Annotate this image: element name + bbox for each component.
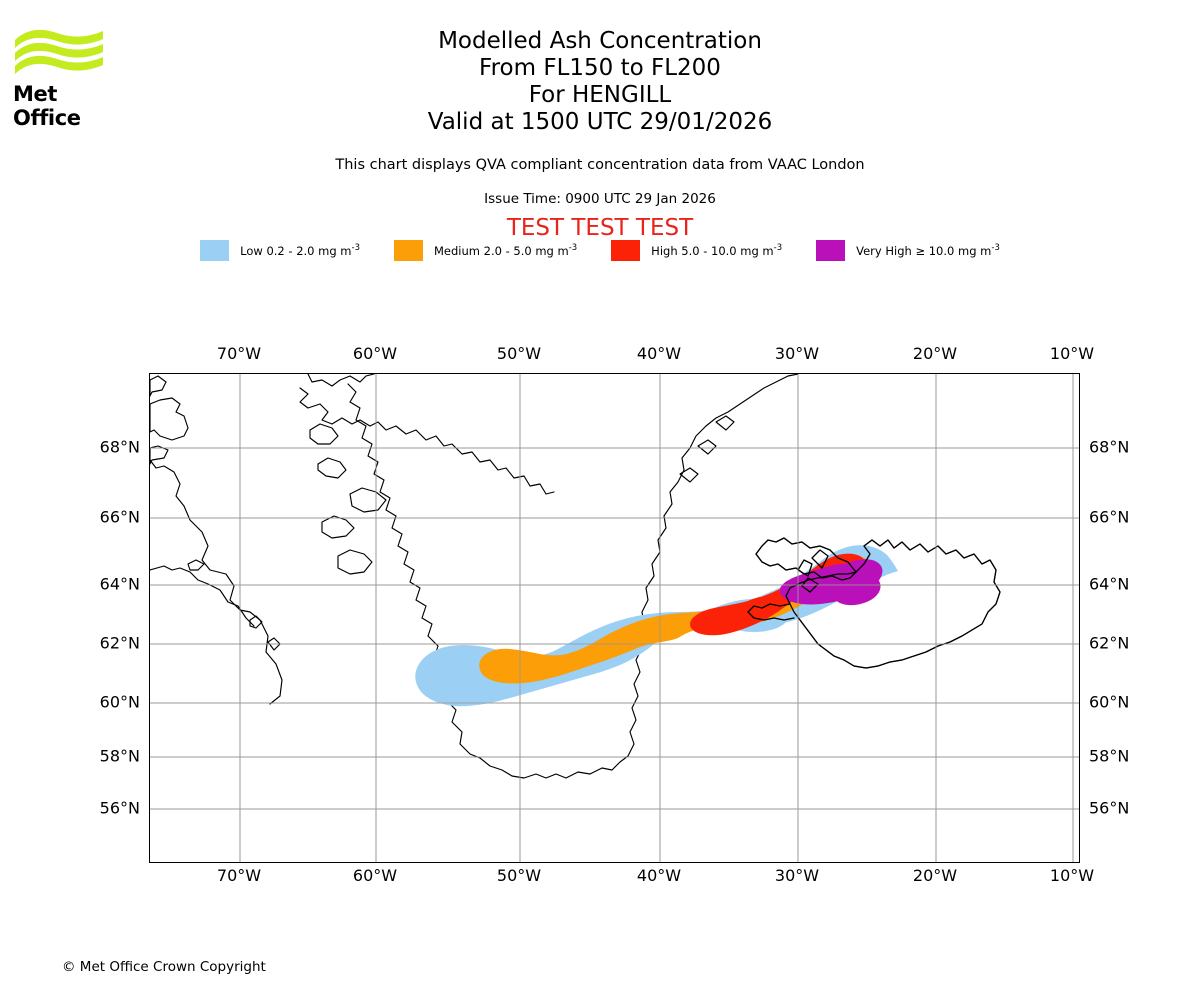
lat-label-left-62°N: 62°N (99, 633, 140, 653)
legend-label-very-high: Very High ≥ 10.0 mg m-3 (856, 243, 1000, 258)
lat-label-right-60°N: 60°N (1089, 692, 1130, 712)
legend-swatch-very-high (816, 240, 846, 261)
legend-item-low: Low 0.2 - 2.0 mg m-3 (200, 240, 360, 261)
lon-label-bottom-10°W: 10°W (1049, 866, 1095, 885)
title-volcano: For HENGILL (528, 82, 672, 108)
map-gridlines (150, 374, 1079, 862)
ash-plume (415, 545, 898, 707)
lat-label-right-56°N: 56°N (1089, 798, 1130, 818)
copyright-notice: © Met Office Crown Copyright (62, 959, 266, 975)
lon-label-bottom-70°W: 70°W (216, 866, 262, 885)
chart-title-block: Modelled Ash Concentration From FL150 to… (0, 28, 1200, 136)
legend-label-low: Low 0.2 - 2.0 mg m-3 (240, 243, 360, 258)
plume-band-medium (479, 555, 878, 684)
lat-label-right-64°N: 64°N (1089, 574, 1130, 594)
plume-source-core (832, 575, 881, 606)
legend-item-high: High 5.0 - 10.0 mg m-3 (611, 240, 782, 261)
lon-label-bottom-60°W: 60°W (352, 866, 398, 885)
lon-label-bottom-50°W: 50°W (496, 866, 542, 885)
page-title: Modelled Ash Concentration (438, 28, 762, 54)
lon-label-bottom-30°W: 30°W (774, 866, 820, 885)
title-valid-time: Valid at 1500 UTC 29/01/2026 (427, 109, 773, 135)
legend-item-very-high: Very High ≥ 10.0 mg m-3 (816, 240, 1000, 261)
lat-label-right-68°N: 68°N (1089, 437, 1130, 457)
qva-note: This chart displays QVA compliant concen… (335, 157, 865, 173)
met-office-wave-mark (15, 29, 103, 74)
map-gridlines-overlay (150, 374, 1079, 862)
lon-label-top-70°W: 70°W (216, 344, 262, 363)
met-office-logo: Met Office (13, 26, 128, 130)
lon-label-bottom-40°W: 40°W (636, 866, 682, 885)
lon-label-top-10°W: 10°W (1049, 344, 1095, 363)
concentration-legend: Low 0.2 - 2.0 mg m-3 Medium 2.0 - 5.0 mg … (0, 240, 1200, 261)
lon-label-top-20°W: 20°W (912, 344, 958, 363)
legend-label-high: High 5.0 - 10.0 mg m-3 (651, 243, 783, 258)
lon-label-top-30°W: 30°W (774, 344, 820, 363)
legend-label-medium: Medium 2.0 - 5.0 mg m-3 (433, 243, 578, 258)
lat-label-left-56°N: 56°N (99, 798, 140, 818)
lon-label-top-60°W: 60°W (352, 344, 398, 363)
lon-label-bottom-20°W: 20°W (912, 866, 958, 885)
brand-name: Met Office (13, 82, 81, 130)
lat-label-left-68°N: 68°N (99, 437, 140, 457)
legend-swatch-high (611, 240, 641, 261)
plume-band-low-wisp (433, 659, 479, 690)
lat-label-right-58°N: 58°N (1089, 746, 1130, 766)
issue-time: Issue Time: 0900 UTC 29 Jan 2026 (484, 191, 716, 207)
test-banner: TEST TEST TEST (506, 215, 694, 241)
lat-label-left-66°N: 66°N (99, 507, 140, 527)
legend-swatch-low (200, 240, 230, 261)
lon-label-top-50°W: 50°W (496, 344, 542, 363)
title-flight-levels: From FL150 to FL200 (479, 55, 721, 81)
map-coastlines-overlay (747, 537, 1001, 669)
lon-label-top-40°W: 40°W (636, 344, 682, 363)
legend-swatch-medium (393, 240, 423, 261)
lat-label-right-62°N: 62°N (1089, 633, 1130, 653)
lat-label-left-58°N: 58°N (99, 746, 140, 766)
legend-item-medium: Medium 2.0 - 5.0 mg m-3 (393, 240, 578, 261)
ash-concentration-map (149, 373, 1080, 863)
lat-label-right-66°N: 66°N (1089, 507, 1130, 527)
map-frame (149, 373, 1080, 863)
lat-label-left-60°N: 60°N (99, 692, 140, 712)
lat-label-left-64°N: 64°N (99, 574, 140, 594)
map-canvas (150, 374, 1079, 862)
